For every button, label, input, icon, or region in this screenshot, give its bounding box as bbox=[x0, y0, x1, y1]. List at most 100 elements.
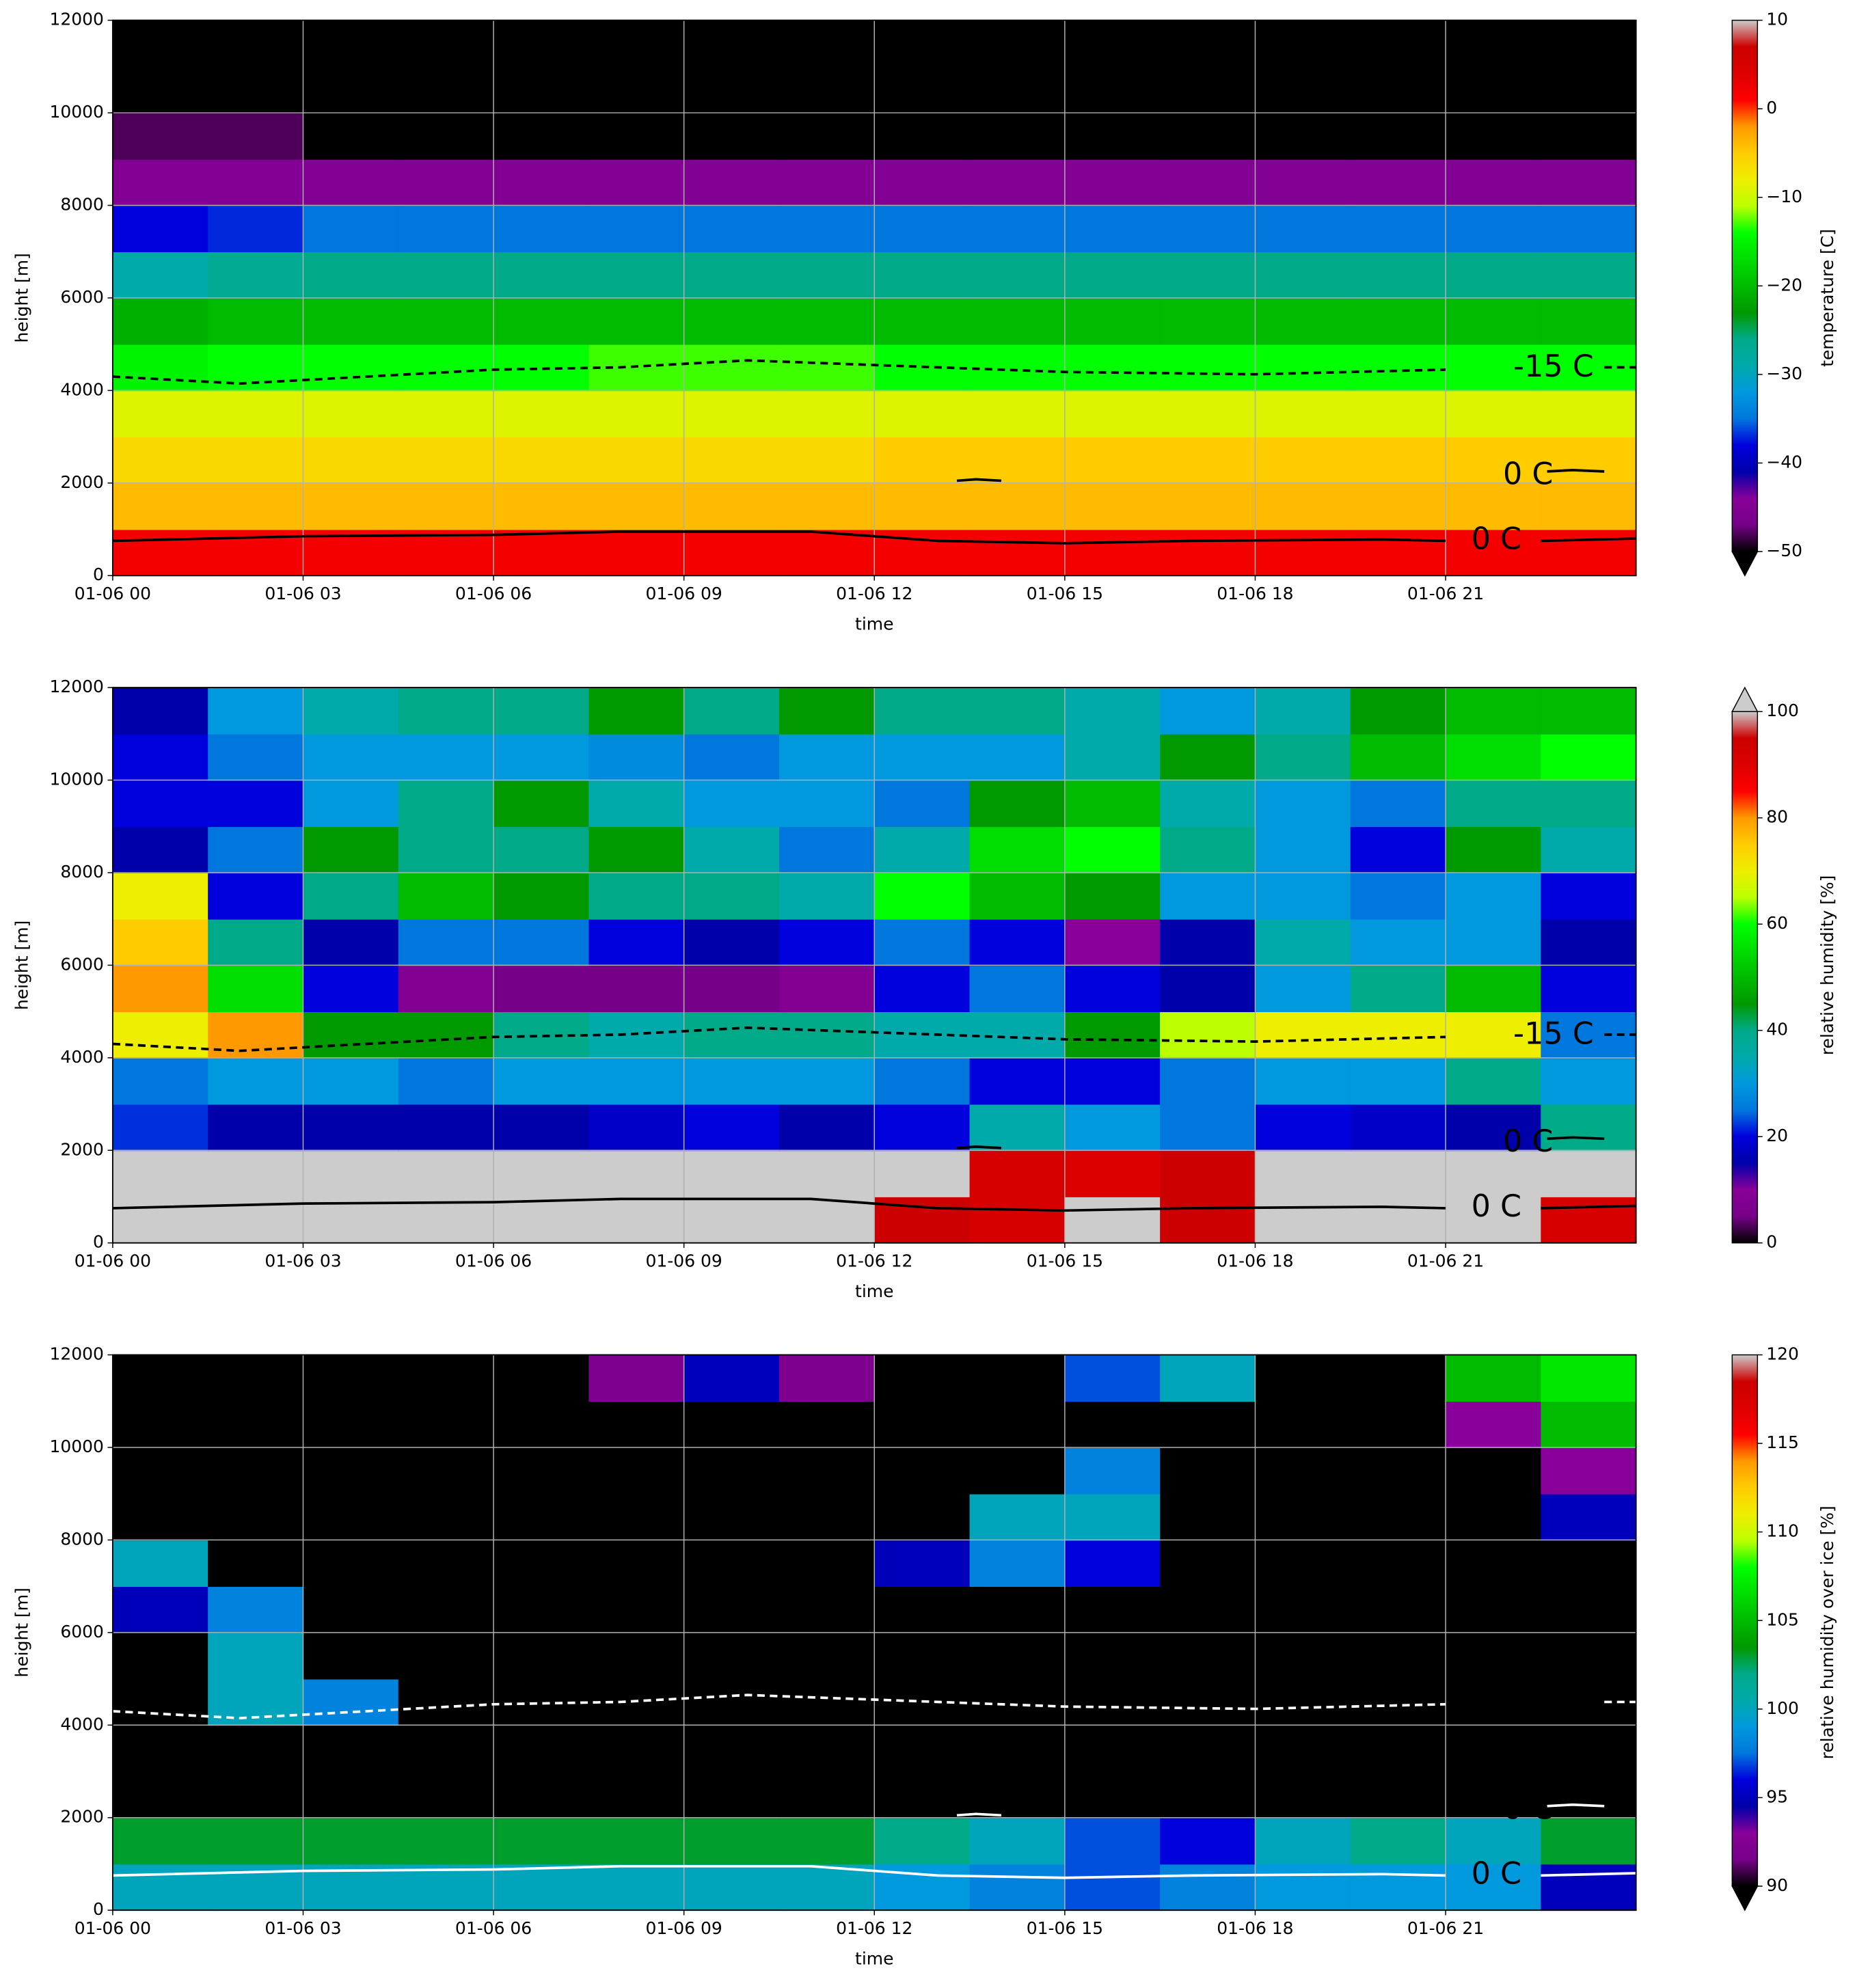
heatmap-cell bbox=[778, 872, 876, 920]
heatmap-cell bbox=[1255, 344, 1351, 392]
heatmap-cell bbox=[969, 297, 1066, 345]
heatmap-cell bbox=[493, 1401, 590, 1448]
heatmap-cell bbox=[778, 918, 876, 966]
heatmap-cell bbox=[1255, 113, 1351, 160]
heatmap-cell bbox=[112, 159, 209, 206]
heatmap-cell bbox=[1064, 482, 1161, 530]
heatmap-cell bbox=[969, 159, 1066, 206]
heatmap-cell bbox=[112, 733, 209, 781]
heatmap-cell bbox=[588, 390, 685, 438]
heatmap-cell bbox=[398, 1817, 494, 1865]
heatmap-cell bbox=[778, 1632, 876, 1680]
heatmap-cell bbox=[112, 1817, 209, 1865]
heatmap-cell bbox=[303, 390, 399, 438]
heatmap-cell bbox=[208, 687, 304, 735]
heatmap-cell bbox=[778, 66, 876, 113]
heatmap-cell bbox=[1541, 1817, 1637, 1865]
heatmap-cell bbox=[1350, 1864, 1446, 1911]
x-tick-label: 01-06 21 bbox=[1407, 1918, 1484, 1938]
heatmap-cell bbox=[1064, 113, 1161, 160]
heatmap-cell bbox=[683, 297, 780, 345]
heatmap-cell bbox=[1255, 437, 1351, 484]
heatmap-cell bbox=[969, 1196, 1066, 1244]
heatmap-cell bbox=[874, 1540, 971, 1588]
heatmap-cell bbox=[683, 113, 780, 160]
y-tick-label: 0 bbox=[93, 564, 104, 584]
x-tick-label: 01-06 00 bbox=[75, 1251, 151, 1270]
y-tick-label: 2000 bbox=[60, 472, 104, 492]
heatmap-cell bbox=[969, 918, 1066, 966]
heatmap-cell bbox=[398, 20, 494, 68]
heatmap-cell bbox=[208, 251, 304, 299]
heatmap-cell bbox=[588, 251, 685, 299]
heatmap-cell bbox=[1350, 1817, 1446, 1865]
heatmap-cell bbox=[1446, 1196, 1542, 1244]
axes-frame bbox=[111, 19, 1637, 577]
contour-label: 0 C bbox=[1472, 1856, 1521, 1891]
contour-line bbox=[956, 1812, 1002, 1817]
heatmap-cell bbox=[398, 1864, 494, 1911]
x-tick-label: 01-06 00 bbox=[75, 1918, 151, 1938]
heatmap-cell bbox=[683, 1011, 780, 1059]
heatmap-cell bbox=[969, 1632, 1066, 1680]
heatmap-cell bbox=[112, 1864, 209, 1911]
heatmap-cell bbox=[1255, 1447, 1351, 1495]
contour-label: -15 C bbox=[1513, 1017, 1594, 1052]
heatmap-cell bbox=[398, 1011, 494, 1059]
heatmap-cell bbox=[969, 1725, 1066, 1772]
heatmap-cell bbox=[683, 437, 780, 484]
contour-line bbox=[956, 1145, 1002, 1149]
heatmap-cell bbox=[1350, 1354, 1446, 1402]
x-tick-label: 01-06 03 bbox=[265, 1251, 341, 1270]
heatmap-cell bbox=[1446, 1725, 1542, 1772]
heatmap-cell bbox=[1350, 687, 1446, 735]
heatmap-cell bbox=[112, 872, 209, 920]
heatmap-cell bbox=[969, 1354, 1066, 1402]
heatmap-cell bbox=[303, 1104, 399, 1152]
heatmap-cell bbox=[303, 965, 399, 1013]
heatmap-cell bbox=[1064, 687, 1161, 735]
heatmap-cell bbox=[112, 1493, 209, 1541]
heatmap-cell bbox=[1541, 1150, 1637, 1197]
heatmap-cell bbox=[1160, 1725, 1256, 1772]
heatmap-cell bbox=[1160, 872, 1256, 920]
heatmap-cell bbox=[874, 1586, 971, 1633]
heatmap-cell bbox=[112, 66, 209, 113]
heatmap-cell bbox=[398, 1057, 494, 1105]
heatmap-cell bbox=[1064, 159, 1161, 206]
heatmap-cell bbox=[778, 1864, 876, 1911]
heatmap-cell bbox=[303, 344, 399, 392]
heatmap-cell bbox=[1160, 1150, 1256, 1197]
heatmap-cell bbox=[1446, 1011, 1542, 1059]
heatmap-cell bbox=[1160, 1196, 1256, 1244]
heatmap-cell bbox=[112, 687, 209, 735]
heatmap-cell bbox=[1160, 1447, 1256, 1495]
heatmap-cell bbox=[1350, 733, 1446, 781]
heatmap-cell bbox=[874, 251, 971, 299]
contour-label: 0 C bbox=[1472, 1189, 1521, 1224]
heatmap-cell bbox=[1064, 1725, 1161, 1772]
heatmap-cell bbox=[588, 1864, 685, 1911]
heatmap-cell bbox=[683, 20, 780, 68]
heatmap-cell bbox=[1255, 780, 1351, 828]
heatmap-cell bbox=[493, 113, 590, 160]
heatmap-cell bbox=[1160, 1586, 1256, 1633]
heatmap-cell bbox=[874, 1817, 971, 1865]
x-tick-label: 01-06 12 bbox=[836, 1918, 912, 1938]
y-tick-label: 8000 bbox=[60, 862, 104, 882]
heatmap-cell bbox=[778, 390, 876, 438]
heatmap-cell bbox=[588, 1771, 685, 1819]
heatmap-cell bbox=[1541, 918, 1637, 966]
heatmap-cell bbox=[1160, 482, 1256, 530]
heatmap-cell bbox=[778, 482, 876, 530]
heatmap-cell bbox=[208, 390, 304, 438]
heatmap-cell bbox=[493, 1196, 590, 1244]
heatmap-cell bbox=[208, 1725, 304, 1772]
heatmap-cell bbox=[398, 1401, 494, 1448]
heatmap-cell bbox=[1350, 437, 1446, 484]
heatmap-cell bbox=[303, 1725, 399, 1772]
heatmap-cell bbox=[874, 1354, 971, 1402]
colorbar-tick-label: 90 bbox=[1766, 1875, 1788, 1895]
heatmap-cell bbox=[1064, 1011, 1161, 1059]
heatmap-cell bbox=[1350, 872, 1446, 920]
